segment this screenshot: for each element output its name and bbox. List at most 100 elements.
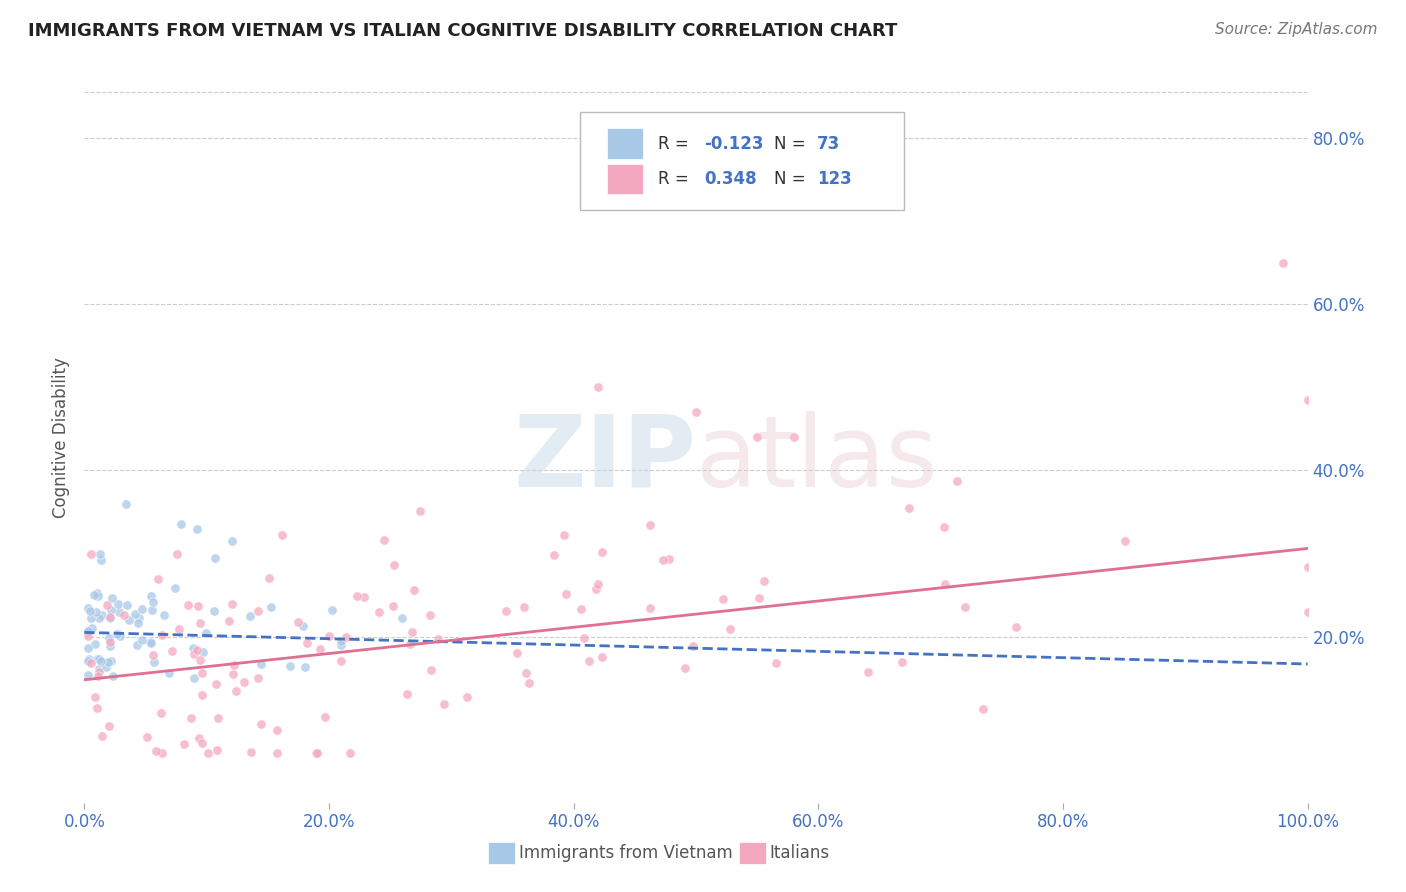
Point bbox=[115, 497, 138, 511]
Point bbox=[748, 591, 770, 605]
Point bbox=[585, 582, 607, 596]
Point bbox=[1296, 605, 1319, 619]
Point bbox=[183, 647, 205, 661]
Point bbox=[1114, 533, 1136, 548]
Point bbox=[1296, 393, 1319, 408]
Point bbox=[118, 613, 141, 627]
Point bbox=[202, 604, 225, 618]
Point bbox=[191, 736, 214, 750]
Point bbox=[193, 645, 215, 659]
Point bbox=[249, 716, 271, 731]
Point bbox=[266, 746, 288, 760]
Point bbox=[1272, 255, 1295, 269]
Point bbox=[395, 687, 418, 701]
Point bbox=[97, 656, 120, 670]
Point bbox=[382, 558, 405, 573]
Point bbox=[77, 629, 100, 643]
Point bbox=[373, 533, 395, 548]
Point bbox=[124, 607, 146, 622]
Point bbox=[77, 601, 100, 615]
Point bbox=[240, 745, 263, 759]
Point bbox=[1296, 560, 1319, 574]
Point bbox=[96, 660, 118, 674]
Point bbox=[890, 655, 912, 669]
Point bbox=[87, 669, 110, 683]
Point bbox=[136, 730, 159, 744]
Point bbox=[191, 688, 214, 702]
Point bbox=[127, 638, 149, 652]
Point bbox=[330, 654, 353, 668]
Text: 73: 73 bbox=[817, 135, 841, 153]
Text: 0.348: 0.348 bbox=[704, 169, 758, 188]
Point bbox=[190, 665, 212, 680]
Point bbox=[97, 632, 120, 646]
Point bbox=[419, 663, 441, 677]
Text: Immigrants from Vietnam: Immigrants from Vietnam bbox=[519, 844, 733, 862]
Point bbox=[278, 658, 301, 673]
Text: ZIP: ZIP bbox=[513, 410, 696, 508]
Bar bbox=[738, 841, 766, 863]
Point bbox=[173, 737, 195, 751]
Point bbox=[295, 636, 318, 650]
Point bbox=[89, 652, 111, 666]
Point bbox=[107, 598, 129, 612]
Point bbox=[673, 661, 696, 675]
Bar bbox=[488, 841, 515, 863]
Point bbox=[783, 430, 806, 444]
Point bbox=[409, 503, 432, 517]
Point bbox=[519, 676, 541, 690]
Point bbox=[86, 652, 108, 666]
Point bbox=[105, 626, 128, 640]
Point bbox=[685, 405, 707, 419]
Point bbox=[139, 635, 162, 649]
Point bbox=[391, 611, 413, 625]
Point bbox=[183, 672, 205, 686]
Point bbox=[946, 474, 969, 488]
Point bbox=[329, 634, 352, 648]
Point bbox=[150, 746, 173, 760]
Point bbox=[335, 630, 357, 644]
Point bbox=[157, 665, 180, 680]
Point bbox=[141, 602, 163, 616]
Point bbox=[318, 629, 340, 643]
Point bbox=[222, 667, 245, 681]
Point bbox=[149, 706, 172, 720]
Point bbox=[353, 590, 375, 604]
Point bbox=[186, 521, 208, 535]
Point bbox=[115, 598, 138, 612]
Point bbox=[404, 582, 426, 597]
Point bbox=[77, 624, 100, 639]
Point bbox=[128, 611, 150, 625]
Text: -0.123: -0.123 bbox=[704, 135, 763, 153]
Point bbox=[166, 547, 188, 561]
Point bbox=[682, 640, 704, 654]
Point bbox=[141, 589, 163, 603]
Point bbox=[218, 614, 240, 628]
Point bbox=[305, 746, 328, 760]
Point bbox=[711, 592, 734, 607]
Point bbox=[84, 605, 107, 619]
Bar bbox=[606, 128, 644, 159]
Point bbox=[79, 604, 101, 618]
Point bbox=[367, 605, 389, 619]
Point bbox=[953, 600, 976, 615]
Point bbox=[305, 746, 328, 760]
Point bbox=[167, 622, 190, 636]
Point bbox=[90, 608, 112, 623]
Point bbox=[163, 581, 186, 595]
Point bbox=[513, 600, 536, 615]
Point bbox=[145, 744, 167, 758]
Point bbox=[146, 572, 169, 586]
Point bbox=[194, 625, 217, 640]
Point bbox=[98, 639, 121, 653]
Point bbox=[221, 597, 243, 611]
Point bbox=[86, 701, 108, 715]
Point bbox=[260, 600, 283, 615]
Point bbox=[506, 646, 529, 660]
Point bbox=[515, 665, 537, 680]
Point bbox=[207, 711, 229, 725]
Point bbox=[91, 729, 114, 743]
Text: Source: ZipAtlas.com: Source: ZipAtlas.com bbox=[1215, 22, 1378, 37]
Point bbox=[160, 644, 183, 658]
Point bbox=[586, 380, 609, 394]
